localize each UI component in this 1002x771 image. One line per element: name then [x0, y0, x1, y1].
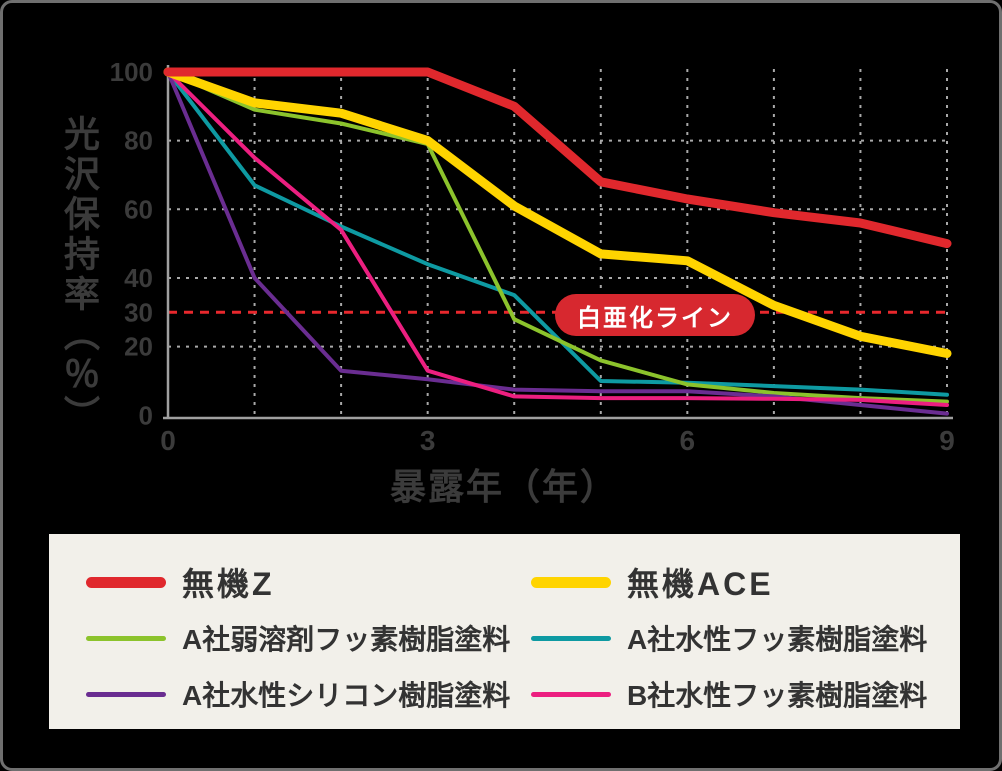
y-tick-label: 80	[124, 126, 153, 156]
legend-swatch	[86, 635, 166, 641]
y-tick-label: 40	[124, 263, 153, 293]
series-line-4	[166, 70, 949, 416]
y-tick-label: 60	[124, 194, 153, 224]
chalking-line-badge: 白亜化ライン	[555, 294, 755, 336]
x-tick-label: 0	[160, 425, 176, 456]
legend-label: A社水性フッ素樹脂塗料	[627, 624, 928, 655]
legend-item-muki-z: 無機Z	[86, 559, 531, 605]
legend-swatch	[531, 576, 611, 588]
legend: 無機Z 無機ACE A社弱溶剤フッ素樹脂塗料 A社水性フッ素樹脂塗料 A社水性シ…	[49, 534, 960, 729]
series-line-5	[166, 70, 949, 407]
y-tick-label: 0	[139, 400, 153, 430]
y-tick-label: 30	[124, 297, 153, 327]
x-tick-label: 6	[680, 425, 696, 456]
legend-item-a-water-fluoro: A社水性フッ素樹脂塗料	[531, 618, 960, 658]
x-tick-label: 3	[420, 425, 436, 456]
legend-label: B社水性フッ素樹脂塗料	[627, 680, 928, 711]
legend-item-b-water-fluoro: B社水性フッ素樹脂塗料	[531, 674, 960, 714]
plot-svg: 100 80 60 40 30 20 00 3 6 9	[110, 57, 955, 456]
legend-swatch	[86, 576, 166, 588]
legend-label: A社弱溶剤フッ素樹脂塗料	[182, 624, 511, 655]
series-line-1	[163, 67, 952, 358]
y-tick-label: 100	[110, 57, 153, 87]
legend-swatch	[86, 691, 166, 697]
y-axis-title: 光沢保持率（％）	[59, 115, 100, 435]
legend-label: 無機Z	[182, 566, 275, 602]
legend-swatch	[531, 635, 611, 641]
x-axis-title: 暴露年（年）	[389, 466, 618, 507]
legend-item-a-water-silicone: A社水性シリコン樹脂塗料	[86, 674, 531, 714]
series-line-0	[163, 67, 952, 249]
legend-label: 無機ACE	[627, 566, 774, 602]
y-tick-label: 20	[124, 332, 153, 362]
legend-swatch	[531, 691, 611, 697]
legend-label: A社水性シリコン樹脂塗料	[182, 680, 511, 711]
series-line-2	[166, 70, 949, 404]
x-tick-label: 9	[939, 425, 955, 456]
legend-item-a-weak-solvent-fluoro: A社弱溶剤フッ素樹脂塗料	[86, 618, 531, 658]
legend-item-muki-ace: 無機ACE	[531, 559, 960, 605]
